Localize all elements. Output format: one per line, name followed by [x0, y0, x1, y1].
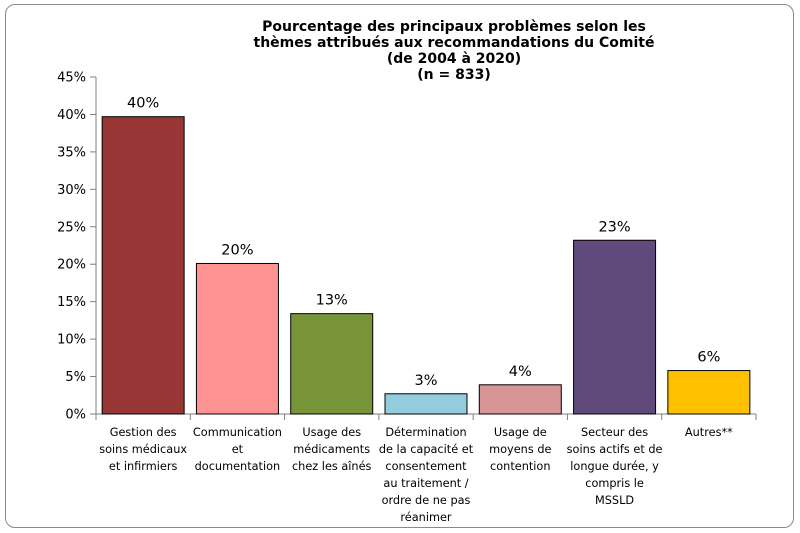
bar [195, 262, 279, 415]
bar [573, 239, 657, 415]
chart-title-line: thèmes attribués aux recommandations du … [254, 35, 655, 51]
chart-category-labels: Gestion des soins médicaux et infirmiers Co… [99, 426, 733, 524]
chart-title: Pourcentage des principaux problèmes sel… [254, 19, 655, 83]
y-tick-label: 0% [65, 408, 86, 423]
bar-data-label: 3% [414, 373, 437, 389]
y-tick-label: 10% [57, 333, 86, 348]
bar [478, 384, 562, 415]
x-category-label: réanimer [400, 511, 452, 524]
y-tick-label: 20% [57, 258, 86, 273]
y-tick-label: 40% [57, 108, 86, 123]
chart-title-line: (n = 833) [417, 67, 490, 83]
x-category-label: MSSLD [595, 494, 634, 507]
x-category-label: médicaments [293, 443, 370, 456]
bar-data-label: 23% [598, 219, 630, 235]
x-category-label: contention [490, 460, 550, 473]
x-category-label: consentement [385, 460, 467, 473]
y-tick-label: 45% [57, 71, 86, 86]
x-category-label: Usage de [494, 426, 547, 439]
x-category-label: Gestion des [110, 426, 177, 439]
bar [384, 393, 468, 415]
x-category-label: au traitement / [383, 477, 468, 490]
x-category-label: de la capacité et [379, 443, 474, 456]
bar-data-label: 6% [697, 350, 720, 366]
bar-data-label: 4% [509, 364, 532, 380]
y-tick-label: 35% [57, 145, 86, 160]
chart-bars [101, 116, 751, 415]
x-category-label: compris le [585, 477, 644, 490]
bar [290, 313, 374, 415]
x-category-label: Secteur des [581, 426, 648, 439]
x-category-label: et infirmiers [109, 460, 178, 473]
x-category-label: Détermination [385, 426, 466, 439]
chart-data-labels: 40% 20% 13% 3% 4% 23% 6% [127, 96, 720, 389]
chart-title-line: Pourcentage des principaux problèmes sel… [262, 19, 646, 35]
x-category-label: moyens de [489, 443, 551, 456]
y-tick-label: 25% [57, 220, 86, 235]
x-category-label: et [232, 443, 244, 456]
x-category-label: Communication [193, 426, 282, 439]
chart-title-line: (de 2004 à 2020) [387, 51, 521, 67]
x-category-label: soins actifs et de [567, 443, 663, 456]
bar-data-label: 40% [127, 96, 159, 112]
x-category-label: Usage des [302, 426, 361, 439]
bar-data-label: 20% [221, 242, 253, 258]
bar [101, 116, 185, 415]
x-category-label: documentation [195, 460, 281, 473]
bar-data-label: 13% [316, 293, 348, 309]
x-category-label: soins médicaux [99, 443, 187, 456]
y-tick-label: 15% [57, 295, 86, 310]
bar [667, 370, 751, 415]
y-tick-label: 5% [65, 370, 86, 385]
x-category-label: longue durée, y [570, 460, 659, 473]
y-tick-label: 30% [57, 183, 86, 198]
x-category-label: ordre de ne pas [382, 494, 471, 507]
x-category-label: chez les aînés [292, 460, 372, 473]
x-category-label: Autres** [685, 426, 733, 439]
